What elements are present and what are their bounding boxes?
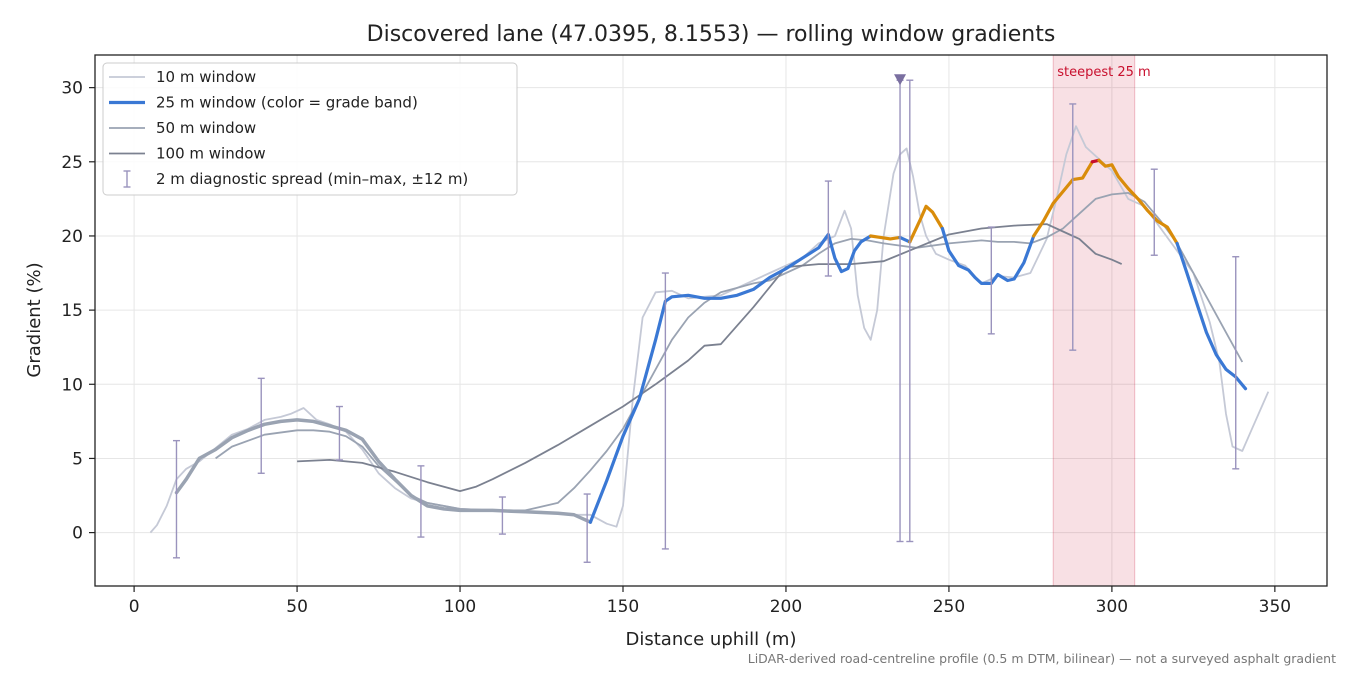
steepest-band <box>1052 54 1136 587</box>
legend-entry: 25 m window (color = grade band) <box>109 94 418 112</box>
chart-title: Discovered lane (47.0395, 8.1553) — roll… <box>367 22 1056 47</box>
legend-label: 2 m diagnostic spread (min–max, ±12 m) <box>156 170 468 188</box>
x-tick-label: 200 <box>770 597 802 617</box>
series-25m-segment-orange <box>1097 158 1179 245</box>
axis-ticks: 0 50 100 150 200 250 300 350 0 5 10 15 20 25 30 <box>61 79 1291 617</box>
errorbar <box>906 79 914 543</box>
y-tick-label: 10 <box>61 375 83 395</box>
legend-label: 25 m window (color = grade band) <box>156 94 418 112</box>
plot-frame <box>94 54 1328 587</box>
errorbar <box>824 180 832 277</box>
errorbar <box>1150 168 1158 256</box>
errorbar <box>417 465 425 538</box>
series-25m-segment-blue <box>898 235 912 244</box>
legend-label: 50 m window <box>156 119 256 137</box>
y-tick-label: 0 <box>72 524 83 544</box>
legend-label: 10 m window <box>156 68 256 86</box>
steepest-band-label: steepest 25 m <box>1057 65 1150 80</box>
errorbars <box>172 79 1240 563</box>
y-tick-label: 25 <box>61 153 83 173</box>
x-tick-label: 300 <box>1096 597 1128 617</box>
errorbar <box>1069 103 1077 351</box>
x-tick-label: 250 <box>933 597 965 617</box>
x-tick-label: 350 <box>1259 597 1291 617</box>
series-25m-segment-blue <box>588 232 873 524</box>
errorbar <box>987 226 995 335</box>
errorbar <box>498 496 506 535</box>
errorbar <box>661 272 669 550</box>
x-tick-label: 100 <box>444 597 476 617</box>
legend: 10 m window 25 m window (color = grade ba… <box>102 62 518 196</box>
legend-entry: 100 m window <box>109 145 266 163</box>
legend-box <box>102 62 518 196</box>
plot-area <box>149 74 1270 563</box>
x-tick-label: 50 <box>286 597 308 617</box>
errorbar <box>1232 256 1240 470</box>
x-tick-label: 0 <box>129 597 140 617</box>
x-axis-label: Distance uphill (m) <box>626 629 797 650</box>
y-axis-label: Gradient (%) <box>24 262 45 377</box>
x-tick-label: 150 <box>607 597 639 617</box>
y-tick-label: 30 <box>61 79 83 99</box>
errorbar <box>257 377 265 474</box>
series-25m-segment-blue <box>940 226 1036 285</box>
footnote: LiDAR-derived road-centreline profile (0… <box>747 651 1336 666</box>
legend-entry: 10 m window <box>109 68 256 86</box>
errorbar <box>896 79 904 543</box>
legend-entry: 50 m window <box>109 119 256 137</box>
errorbar <box>335 405 343 461</box>
legend-entry: 2 m diagnostic spread (min–max, ±12 m) <box>123 170 468 188</box>
clipped-value-marker <box>894 74 907 86</box>
series-25m-segment-blue <box>1175 241 1248 391</box>
y-tick-label: 20 <box>61 227 83 247</box>
series-25m-segment-grey <box>174 418 593 524</box>
series-25m-segment-orange <box>1032 160 1094 238</box>
series-25m-segment-orange <box>869 234 902 241</box>
errorbar <box>583 493 591 563</box>
series-100m-line <box>297 223 1123 493</box>
series-25m-segment-orange <box>908 204 945 244</box>
y-tick-label: 5 <box>72 449 83 469</box>
legend-label: 100 m window <box>156 145 266 163</box>
errorbar <box>172 439 180 559</box>
y-tick-label: 15 <box>61 301 83 321</box>
